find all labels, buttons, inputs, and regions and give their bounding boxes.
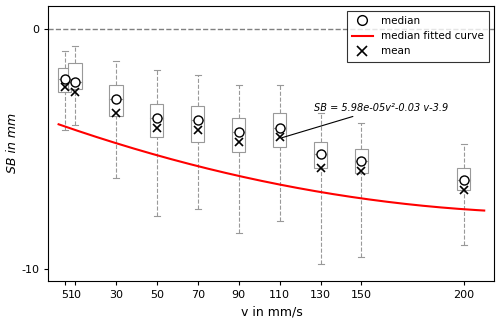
- Bar: [273, 113, 286, 147]
- Bar: [58, 68, 71, 92]
- Bar: [191, 106, 204, 142]
- Y-axis label: SB in mm: SB in mm: [6, 113, 18, 173]
- Bar: [68, 63, 82, 89]
- Bar: [109, 85, 122, 116]
- Text: SB = 5.98e-05v²-0.03 v-3.9: SB = 5.98e-05v²-0.03 v-3.9: [282, 103, 448, 138]
- Bar: [314, 142, 327, 168]
- Bar: [232, 118, 245, 152]
- Legend: median, median fitted curve, mean: median, median fitted curve, mean: [347, 11, 489, 62]
- X-axis label: v in mm/s: v in mm/s: [240, 306, 302, 318]
- Bar: [355, 149, 368, 173]
- Bar: [150, 104, 164, 137]
- Bar: [457, 168, 470, 190]
